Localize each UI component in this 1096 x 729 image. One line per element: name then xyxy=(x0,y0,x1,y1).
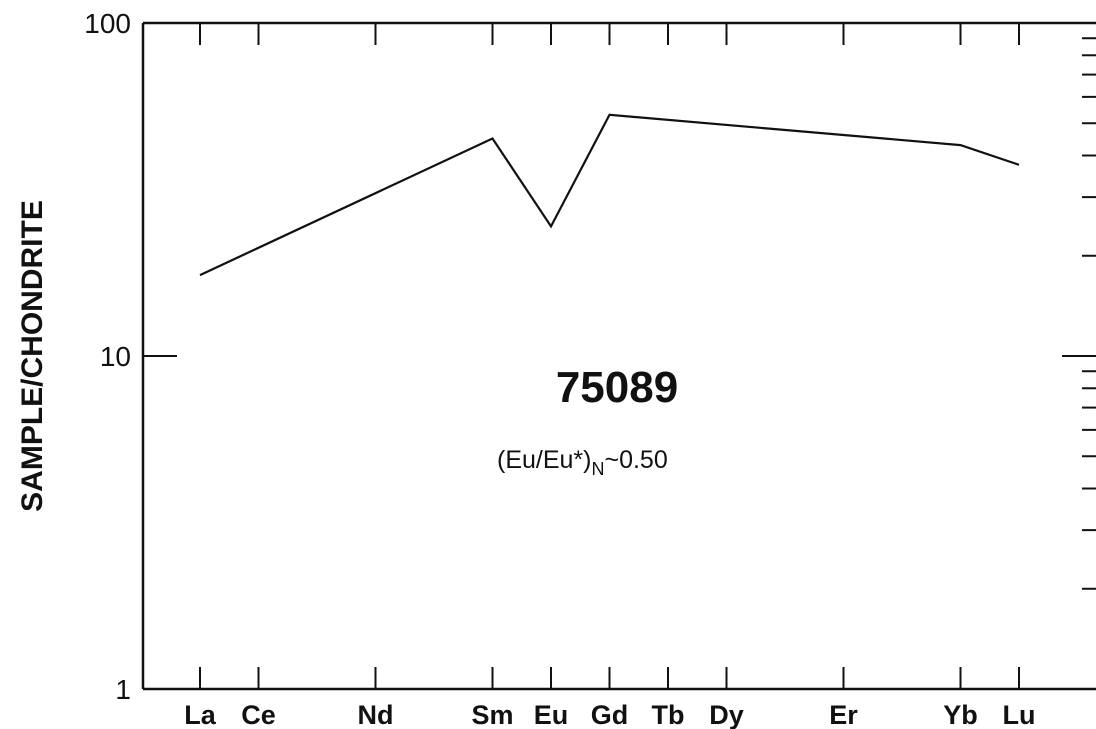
x-tick-label-lu: Lu xyxy=(1003,700,1036,729)
series-line-0 xyxy=(199,113,1020,277)
eu-anomaly-label: (Eu/Eu*)N~0.50 xyxy=(497,446,668,479)
y-tick-label-100: 100 xyxy=(84,8,131,39)
sample-id: 75089 xyxy=(556,363,678,412)
y-tick-labels: 1 10 100 xyxy=(84,8,131,705)
y-ticks xyxy=(143,355,177,690)
x-ticks xyxy=(199,23,1020,689)
x-tick-label-nd: Nd xyxy=(358,700,394,729)
y-tick-label-1: 1 xyxy=(115,674,131,705)
eu-anomaly-prefix: (Eu/Eu*) xyxy=(497,446,591,474)
x-tick-labels: La Ce Nd Sm Eu Gd Tb Dy Er Yb Lu xyxy=(184,700,1035,729)
eu-anomaly-suffix: ~0.50 xyxy=(604,446,667,474)
x-tick-label-tb: Tb xyxy=(652,700,685,729)
series xyxy=(199,113,1020,277)
x-tick-label-eu: Eu xyxy=(534,700,569,729)
y-ticks-right xyxy=(1062,37,1096,690)
x-tick-label-yb: Yb xyxy=(943,700,978,729)
x-tick-label-dy: Dy xyxy=(709,700,744,729)
y-tick-label-10: 10 xyxy=(100,341,131,372)
eu-anomaly-subscript: N xyxy=(591,459,604,479)
axes xyxy=(141,21,1096,691)
x-tick-label-la: La xyxy=(184,700,216,729)
y-axis-label: SAMPLE/CHONDRITE xyxy=(16,200,49,512)
x-tick-label-gd: Gd xyxy=(591,700,629,729)
x-tick-label-ce: Ce xyxy=(241,700,276,729)
x-tick-label-sm: Sm xyxy=(471,700,513,729)
x-tick-label-er: Er xyxy=(829,700,858,729)
